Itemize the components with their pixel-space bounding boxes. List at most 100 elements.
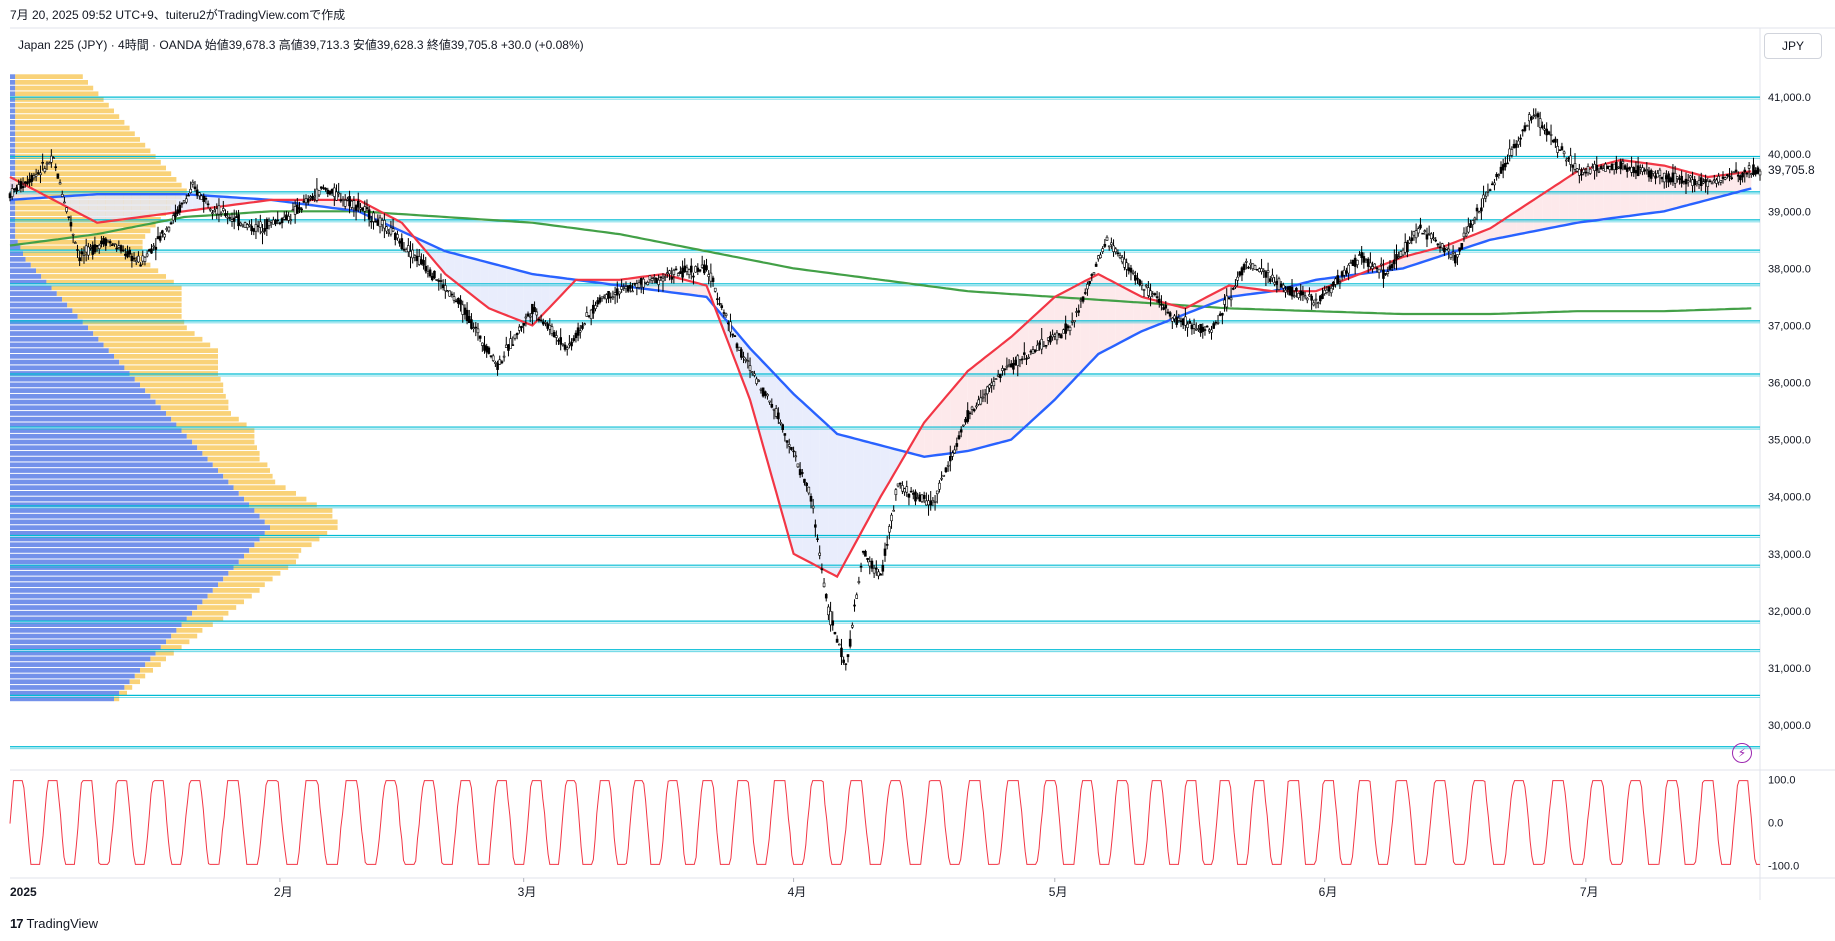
vp-down-bar xyxy=(10,673,135,679)
vp-down-bar xyxy=(10,513,260,519)
time-tick-label: 3月 xyxy=(518,885,537,899)
candle-body xyxy=(252,228,256,232)
candle-body xyxy=(100,240,103,245)
candle-body xyxy=(1358,254,1361,256)
vp-down-bar xyxy=(10,199,16,205)
candle-body xyxy=(518,326,521,331)
candle-body xyxy=(228,217,232,219)
vp-down-bar xyxy=(10,679,130,685)
vp-down-bar xyxy=(10,593,208,599)
vp-down-bar xyxy=(10,228,16,234)
lightning-icon[interactable]: ⚡ xyxy=(1732,743,1752,763)
candle-body xyxy=(1427,233,1431,235)
candle-body xyxy=(1258,268,1261,272)
candle-body xyxy=(687,269,691,275)
candle-body xyxy=(761,387,765,397)
candle-body xyxy=(156,236,160,240)
price-axis[interactable]: 30,000.0 31,000.0 32,000.0 33,000.0 34,000.0… xyxy=(1768,92,1811,732)
vp-up-bar xyxy=(207,456,260,462)
candle-body xyxy=(1129,267,1133,273)
candle-body xyxy=(1397,256,1400,258)
candle-body xyxy=(1007,364,1011,367)
vp-up-bar xyxy=(166,639,190,645)
candle-body xyxy=(1301,291,1305,296)
vp-down-bar xyxy=(10,525,270,530)
candle-body xyxy=(565,347,569,350)
candle-body xyxy=(378,217,382,228)
candle-body xyxy=(1349,262,1353,264)
vp-up-bar xyxy=(228,570,281,576)
ma-fast-line xyxy=(9,158,1752,579)
candle-body xyxy=(465,309,469,321)
vp-up-bar xyxy=(15,222,156,228)
candle-body xyxy=(914,491,917,502)
candle-body xyxy=(537,318,541,321)
candle-body xyxy=(679,271,682,274)
vp-down-bar xyxy=(10,245,21,251)
candle-body xyxy=(428,269,432,277)
candle-body xyxy=(515,333,519,336)
horizontal-levels[interactable] xyxy=(10,96,1760,750)
vp-up-bar xyxy=(270,525,338,530)
candle-body xyxy=(750,371,754,373)
candle-body xyxy=(1699,177,1703,186)
candle-body xyxy=(411,249,414,259)
candle-body xyxy=(500,361,504,364)
candle-body xyxy=(174,212,177,218)
candle-body xyxy=(622,287,626,289)
candle-body xyxy=(289,219,293,221)
candle-body xyxy=(1234,285,1237,288)
candle-body xyxy=(1656,173,1659,178)
candle-body xyxy=(1271,274,1274,279)
candle-body xyxy=(874,567,878,570)
candle-body xyxy=(152,245,155,248)
candle-body xyxy=(1327,286,1331,292)
candle-body xyxy=(870,560,874,569)
candle-body xyxy=(1014,359,1017,366)
time-axis[interactable]: 2025 2月 3月 4月 5月 6月 7月 xyxy=(10,878,1599,899)
vp-down-bar xyxy=(10,667,140,673)
candle-body xyxy=(594,305,597,309)
vp-up-bar xyxy=(51,285,182,291)
vp-up-bar xyxy=(166,411,231,416)
vp-up-bar xyxy=(67,302,182,308)
candle-body xyxy=(879,573,882,576)
vp-up-bar xyxy=(114,354,218,359)
candle-body xyxy=(1388,265,1392,270)
candle-body xyxy=(975,405,978,408)
ma-fill-segment xyxy=(88,194,98,223)
candle-body xyxy=(1504,163,1507,168)
candle-body xyxy=(111,244,114,246)
candle-body xyxy=(1231,288,1235,290)
symbol-info-legend[interactable]: Japan 225 (JPY) · 4時間 · OANDA 始値39,678.3… xyxy=(18,38,584,52)
candle-body xyxy=(69,222,73,227)
candle-body xyxy=(154,246,158,250)
candle-body xyxy=(350,200,354,208)
ma-fill-segment xyxy=(810,409,820,568)
candle-body xyxy=(861,550,865,553)
tradingview-logo[interactable]: 17 TradingView xyxy=(10,916,98,931)
price-tick-label: 34,000.0 xyxy=(1768,492,1811,504)
ma-fill-segment xyxy=(1638,162,1647,215)
candle-body xyxy=(1057,333,1061,336)
price-tick-label: 38,000.0 xyxy=(1768,263,1811,275)
candle-body xyxy=(444,285,447,292)
candle-body xyxy=(1275,280,1279,285)
candle-body xyxy=(779,422,782,424)
candle-body xyxy=(1288,286,1292,296)
currency-button[interactable]: JPY xyxy=(1764,33,1822,59)
vp-up-bar xyxy=(254,542,312,548)
candle-body xyxy=(356,200,360,208)
candle-body xyxy=(1168,312,1172,317)
candle-body xyxy=(1573,163,1577,170)
vp-up-bar xyxy=(15,171,172,177)
vp-up-bar xyxy=(150,656,166,662)
candle-body xyxy=(1238,271,1242,276)
vp-down-bar xyxy=(10,616,187,622)
candle-body xyxy=(483,344,486,351)
candle-body xyxy=(180,202,184,205)
ma-fill-segment xyxy=(924,412,933,457)
candle-body xyxy=(972,409,976,412)
candle-body xyxy=(1092,272,1096,275)
